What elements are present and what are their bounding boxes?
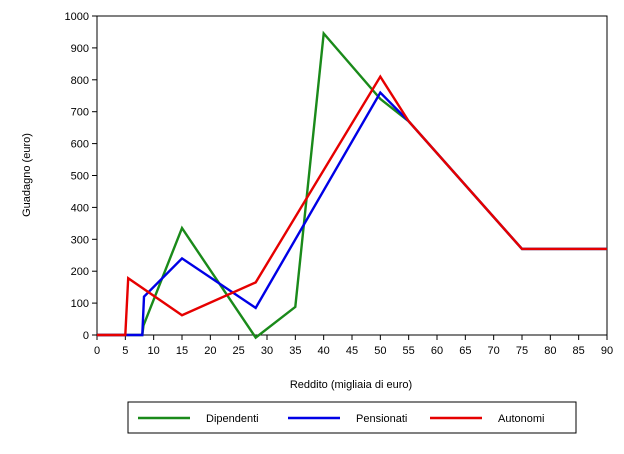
x-tick-label: 20: [204, 345, 216, 357]
legend-label-pensionati: Pensionati: [356, 413, 407, 425]
y-tick-label: 1000: [65, 11, 89, 23]
legend: Dipendenti Pensionati Autonomi: [127, 401, 577, 434]
x-tick-label: 5: [122, 345, 128, 357]
x-tick-label: 10: [148, 345, 160, 357]
y-tick-label: 0: [83, 330, 89, 342]
x-tick-label: 60: [431, 345, 443, 357]
y-tick-label: 700: [71, 107, 89, 119]
y-tick-label: 400: [71, 202, 89, 214]
x-tick-label: 45: [346, 345, 358, 357]
x-tick-label: 85: [573, 345, 585, 357]
x-axis: 0 5 10 15 20 25 30 35 40 45 50 55 60 65 70 75 80 85 90: [94, 335, 613, 357]
x-tick-label: 15: [176, 345, 188, 357]
y-tick-label: 800: [71, 75, 89, 87]
plot-area: [96, 15, 608, 336]
y-tick-label: 900: [71, 43, 89, 55]
y-tick-label: 200: [71, 266, 89, 278]
legend-label-autonomi: Autonomi: [498, 413, 544, 425]
series-line-autonomi: [97, 74, 607, 337]
series-lines: [97, 30, 607, 340]
x-tick-label: 25: [233, 345, 245, 357]
legend-label-dipendenti: Dipendenti: [206, 413, 259, 425]
legend-box: [127, 401, 577, 434]
x-tick-label: 90: [601, 345, 613, 357]
y-axis: 0 100 200 300 400 500 600 700 800 900 1000: [65, 11, 97, 342]
x-tick-label: 75: [516, 345, 528, 357]
y-axis-label: Guadagno (euro): [21, 133, 33, 217]
series-line-pensionati: [97, 90, 607, 337]
x-tick-label: 65: [459, 345, 471, 357]
y-tick-label: 300: [71, 234, 89, 246]
x-tick-label: 0: [94, 345, 100, 357]
x-axis-label: Reddito (migliaia di euro): [290, 379, 412, 391]
y-tick-label: 600: [71, 139, 89, 151]
x-tick-label: 30: [261, 345, 273, 357]
plot-frame: [96, 15, 608, 336]
x-tick-label: 80: [544, 345, 556, 357]
x-tick-label: 35: [289, 345, 301, 357]
y-tick-label: 500: [71, 171, 89, 183]
series-line-dipendenti: [97, 30, 607, 340]
y-tick-label: 100: [71, 298, 89, 310]
x-tick-label: 50: [374, 345, 386, 357]
x-tick-label: 40: [318, 345, 330, 357]
x-tick-label: 70: [488, 345, 500, 357]
x-tick-label: 55: [403, 345, 415, 357]
